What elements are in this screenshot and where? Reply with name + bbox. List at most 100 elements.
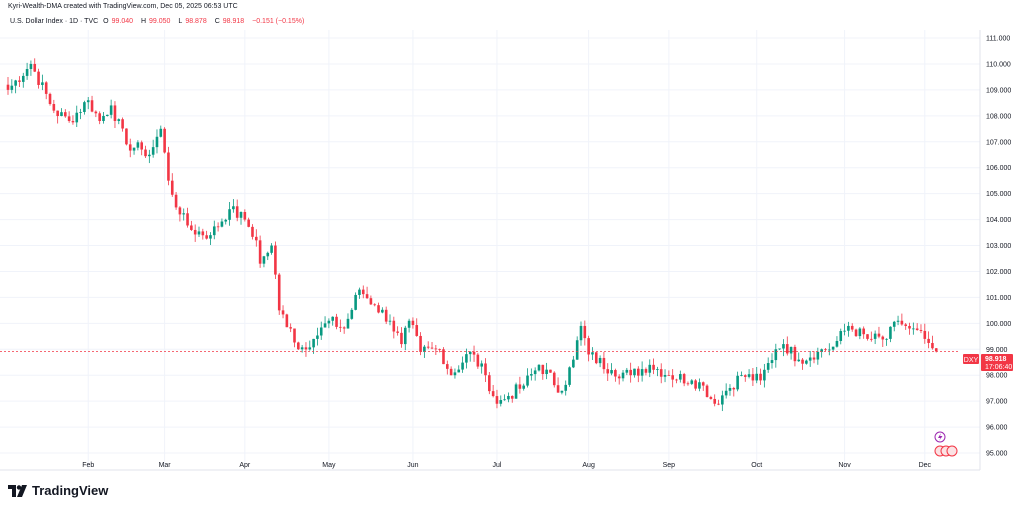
candle-body (312, 338, 315, 348)
candle-body (411, 320, 415, 326)
candle-body (10, 85, 14, 90)
candle-body (652, 364, 655, 370)
high-label: H (140, 18, 147, 25)
candle-body (503, 399, 506, 401)
candle-body (144, 149, 147, 157)
candle-body (533, 370, 537, 375)
candle-body (934, 348, 938, 352)
candle-body (705, 385, 709, 398)
tradingview-logo-icon (8, 484, 27, 497)
candle-body (64, 112, 67, 117)
y-tick-label: 105.000 (986, 191, 1011, 198)
candle-body (751, 374, 755, 381)
candle-body (21, 75, 25, 82)
candle-body (850, 325, 854, 330)
candle-body (6, 84, 10, 90)
y-tick-label: 98.000 (986, 373, 1008, 380)
candle-body (392, 320, 396, 332)
candle-body (778, 348, 781, 350)
tradingview-logo[interactable]: TradingView (8, 483, 108, 498)
candle-body (197, 231, 201, 235)
candle-body (698, 382, 701, 389)
candle-body (369, 298, 373, 305)
candle-body (690, 380, 694, 384)
candle-body (174, 194, 178, 208)
candle-body (900, 320, 904, 325)
candle-body (109, 105, 113, 115)
candle-body (354, 294, 357, 310)
candle-body (235, 206, 239, 218)
candle-body (18, 80, 21, 82)
candle-body (785, 344, 789, 354)
candle-body (434, 348, 438, 350)
candle-body (170, 180, 174, 195)
candle-body (106, 114, 109, 116)
candle-body (824, 349, 827, 351)
change-value: −0.151 (−0.15%) (252, 18, 305, 25)
open-label: O (103, 18, 109, 25)
candle-body (602, 357, 606, 370)
ohlc-legend: U.S. Dollar Index · 1D · TVC O 99.040 H 99… (10, 18, 307, 25)
candle-body (449, 368, 453, 376)
candle-body (671, 375, 674, 380)
candle-body (812, 357, 816, 360)
badge-symbol: DXY (964, 357, 979, 364)
candle-body (453, 372, 457, 376)
candle-body (835, 340, 839, 347)
candle-body (358, 289, 361, 295)
us-economic-events-icon[interactable] (934, 445, 958, 457)
candle-body (232, 206, 235, 210)
candle-body (740, 375, 743, 377)
candle-body (763, 369, 766, 381)
candle-body (828, 349, 831, 351)
x-tick-label: Aug (582, 462, 595, 469)
candle-body (530, 374, 533, 376)
candle-body (128, 144, 132, 151)
candle-body (136, 142, 140, 148)
candle-body (167, 152, 170, 181)
price-chart[interactable]: 111.000 110.000 109.000 108.000 107.000 106.0… (0, 0, 1023, 480)
y-tick-label: 108.000 (986, 113, 1011, 120)
candle-body (552, 372, 556, 386)
candle-body (480, 363, 483, 367)
candle-body (537, 364, 541, 371)
candle-body (801, 359, 804, 364)
candle-body (442, 349, 445, 365)
candle-body (640, 369, 644, 376)
candle-body (694, 380, 697, 389)
candle-body (446, 364, 449, 369)
candle-body (724, 390, 728, 396)
candle-body (514, 384, 518, 399)
candle-body (178, 207, 182, 215)
candle-body (228, 209, 231, 220)
lightning-event-icon[interactable] (934, 431, 946, 443)
open-value: 99.040 (111, 18, 134, 25)
candle-body (472, 351, 476, 355)
candle-body (896, 320, 900, 322)
candle-body (717, 403, 720, 405)
candle-body (843, 330, 846, 332)
candle-body (331, 316, 334, 321)
candle-body (587, 338, 590, 355)
symbol-description[interactable]: U.S. Dollar Index · 1D · TVC (10, 18, 99, 25)
candle-body (90, 100, 94, 112)
candle-body (709, 397, 713, 399)
candle-body (419, 335, 422, 352)
y-tick-label: 102.000 (986, 269, 1011, 276)
candle-body (637, 368, 640, 376)
candle-body (335, 316, 338, 327)
candle-body (75, 112, 79, 123)
y-tick-label: 103.000 (986, 243, 1011, 250)
candle-body (102, 115, 105, 122)
candle-body (33, 63, 37, 72)
candle-body (457, 369, 461, 373)
candle-body (644, 369, 648, 373)
candle-body (564, 384, 568, 391)
candle-body (526, 375, 529, 386)
candle-body (270, 245, 273, 253)
candle-body (770, 360, 774, 364)
candle-body (568, 367, 571, 385)
candle-body (48, 93, 52, 105)
candle-body (304, 347, 308, 350)
candle-body (927, 338, 930, 343)
